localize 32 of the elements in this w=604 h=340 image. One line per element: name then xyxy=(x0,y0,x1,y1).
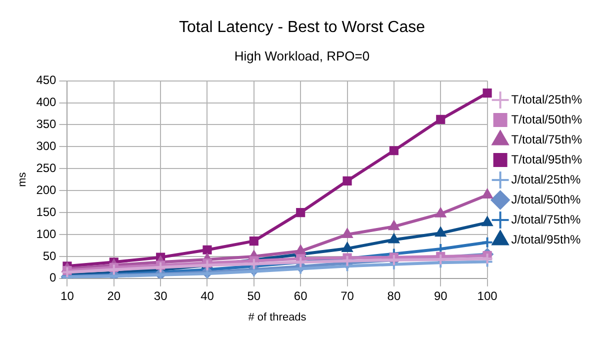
chart-title: Total Latency - Best to Worst Case xyxy=(178,19,426,36)
y-tick-label: 400 xyxy=(36,95,57,110)
x-tick-label: 30 xyxy=(154,288,168,303)
y-tick-label: 150 xyxy=(36,204,57,219)
x-tick-label: 60 xyxy=(294,288,308,303)
x-tick-label: 20 xyxy=(107,288,121,303)
y-tick-label: 100 xyxy=(36,226,57,241)
legend-label: T/total/75th% xyxy=(511,132,582,146)
y-tick-label: 200 xyxy=(36,182,57,197)
y-tick-label: 450 xyxy=(36,73,57,88)
chart-subtitle: High Workload, RPO=0 xyxy=(234,48,370,64)
y-axis-title: ms xyxy=(16,172,29,187)
y-tick-label: 300 xyxy=(36,138,57,153)
y-tick-label: 250 xyxy=(36,160,57,175)
x-tick-label: 90 xyxy=(434,288,448,303)
x-tick-label: 100 xyxy=(477,288,498,303)
x-tick-label: 40 xyxy=(200,288,214,303)
x-axis-title: # of threads xyxy=(248,311,307,324)
x-tick-label: 80 xyxy=(387,288,401,303)
legend-label: J/total/75th% xyxy=(511,212,581,226)
x-tick-label: 10 xyxy=(60,288,74,303)
y-tick-label: 0 xyxy=(50,270,57,285)
legend-label: J/total/95th% xyxy=(511,232,581,246)
legend-label: J/total/25th% xyxy=(511,172,581,186)
y-tick-label: 350 xyxy=(36,117,57,132)
legend-label: T/total/50th% xyxy=(511,112,582,126)
x-tick-label: 50 xyxy=(247,288,261,303)
legend-label: J/total/50th% xyxy=(511,192,581,206)
y-tick-label: 50 xyxy=(42,248,57,263)
legend-label: T/total/25th% xyxy=(511,92,582,106)
x-tick-label: 70 xyxy=(340,288,354,303)
legend-label: T/total/95th% xyxy=(511,152,582,166)
